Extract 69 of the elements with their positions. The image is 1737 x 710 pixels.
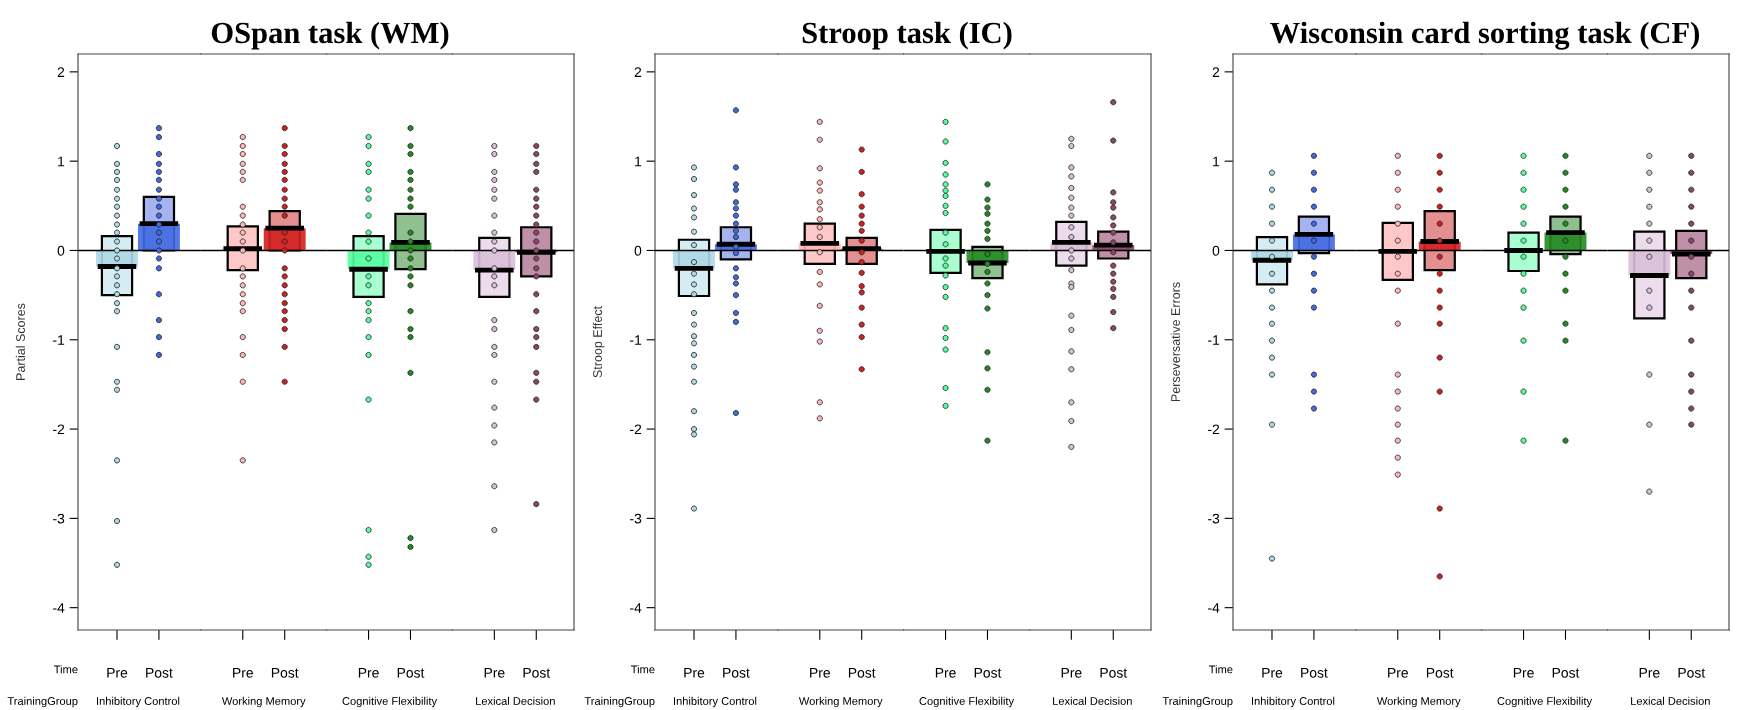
y-axis-title: Stroop Effect: [592, 306, 605, 378]
x-tick-label: Post: [1426, 668, 1454, 678]
y-tick-label: -1: [630, 335, 642, 345]
y-tick-label: -2: [1208, 424, 1220, 435]
y-tick-label: -4: [53, 603, 65, 613]
x-tick-label: Post: [723, 668, 750, 678]
x-tick-label: Pre: [358, 668, 379, 678]
x-tick-label: Pre: [1262, 668, 1283, 678]
y-tick-label: -3: [53, 513, 65, 524]
x-axis-title: Cognitive Flexibility: [1497, 696, 1593, 708]
x-tick-label: Post: [1100, 668, 1128, 678]
x-tick-label: Post: [1678, 668, 1706, 678]
chart-title: OSpan task (WM): [211, 21, 449, 50]
x-axis-title: Cognitive Flexibility: [919, 696, 1015, 708]
x-tick-label: Pre: [684, 668, 705, 678]
x-tick-label: Post: [271, 668, 299, 678]
x-axis-title: Cognitive Flexibility: [342, 696, 438, 708]
x-tick-label: Post: [848, 668, 876, 678]
x-axis-title: Working Memory: [221, 696, 306, 708]
y-axis-title: Partial Scores: [15, 303, 25, 380]
x-tick-label: Post: [523, 668, 551, 678]
x-tick-label: Pre: [1061, 668, 1082, 678]
y-tick-label: 2: [634, 67, 642, 77]
x-axis-title: Lexical Decision: [1631, 696, 1710, 705]
y-tick-label: -1: [53, 335, 65, 345]
text: TrainingGroup: [7, 696, 78, 708]
x-axis-title: Inhibitory Control: [673, 696, 757, 708]
x-axis-title: Inhibitory Control: [96, 696, 180, 708]
y-tick-label: 0: [634, 245, 642, 256]
y-tick-label: 1: [1213, 156, 1220, 167]
y-tick-label: -3: [630, 513, 642, 524]
text: TrainingGroup: [584, 696, 655, 708]
text: TrainingGroup: [1162, 696, 1233, 708]
y-tick-label: -2: [53, 424, 65, 435]
x-axis-title: Working Memory: [798, 696, 883, 708]
y-tick-label: 0: [57, 245, 65, 256]
x-axis-title: Lexical Decision: [476, 696, 555, 705]
text: Time: [630, 665, 655, 674]
x-axis-title: Inhibitory Control: [1251, 696, 1335, 708]
y-tick-label: -3: [1208, 513, 1220, 524]
x-tick-label: Pre: [935, 668, 956, 678]
x-tick-label: Pre: [1388, 668, 1408, 678]
x-tick-label: Post: [974, 668, 1002, 678]
x-axis-title: Lexical Decision: [1053, 696, 1132, 705]
x-tick-label: Post: [1301, 668, 1328, 678]
x-tick-label: Post: [146, 668, 173, 678]
x-axis-title: Working Memory: [1376, 696, 1461, 708]
y-tick-label: 1: [635, 156, 642, 167]
y-tick-label: -1: [1208, 335, 1220, 345]
x-tick-label: Pre: [107, 668, 128, 678]
chart-title: Wisconsin card sorting task (CF): [1270, 21, 1699, 50]
text: Time: [1208, 665, 1233, 674]
x-tick-label: Post: [397, 668, 425, 678]
x-tick-label: Pre: [1639, 668, 1660, 678]
y-axis-title: Perseversative Errors: [1170, 282, 1180, 402]
x-tick-label: Pre: [484, 668, 505, 678]
x-tick-label: Post: [1552, 668, 1580, 678]
text: Time: [53, 665, 78, 674]
y-tick-label: 1: [58, 156, 65, 167]
chart-title: Stroop task (IC): [802, 21, 1012, 50]
y-tick-label: -2: [630, 424, 642, 435]
y-tick-label: 2: [1212, 67, 1220, 77]
y-tick-label: 2: [57, 67, 65, 77]
y-tick-label: -4: [630, 603, 642, 613]
y-tick-label: 0: [1212, 245, 1220, 256]
x-tick-label: Pre: [810, 668, 830, 678]
x-tick-label: Pre: [1513, 668, 1534, 678]
y-tick-label: -4: [1208, 603, 1220, 613]
x-tick-label: Pre: [233, 668, 253, 678]
